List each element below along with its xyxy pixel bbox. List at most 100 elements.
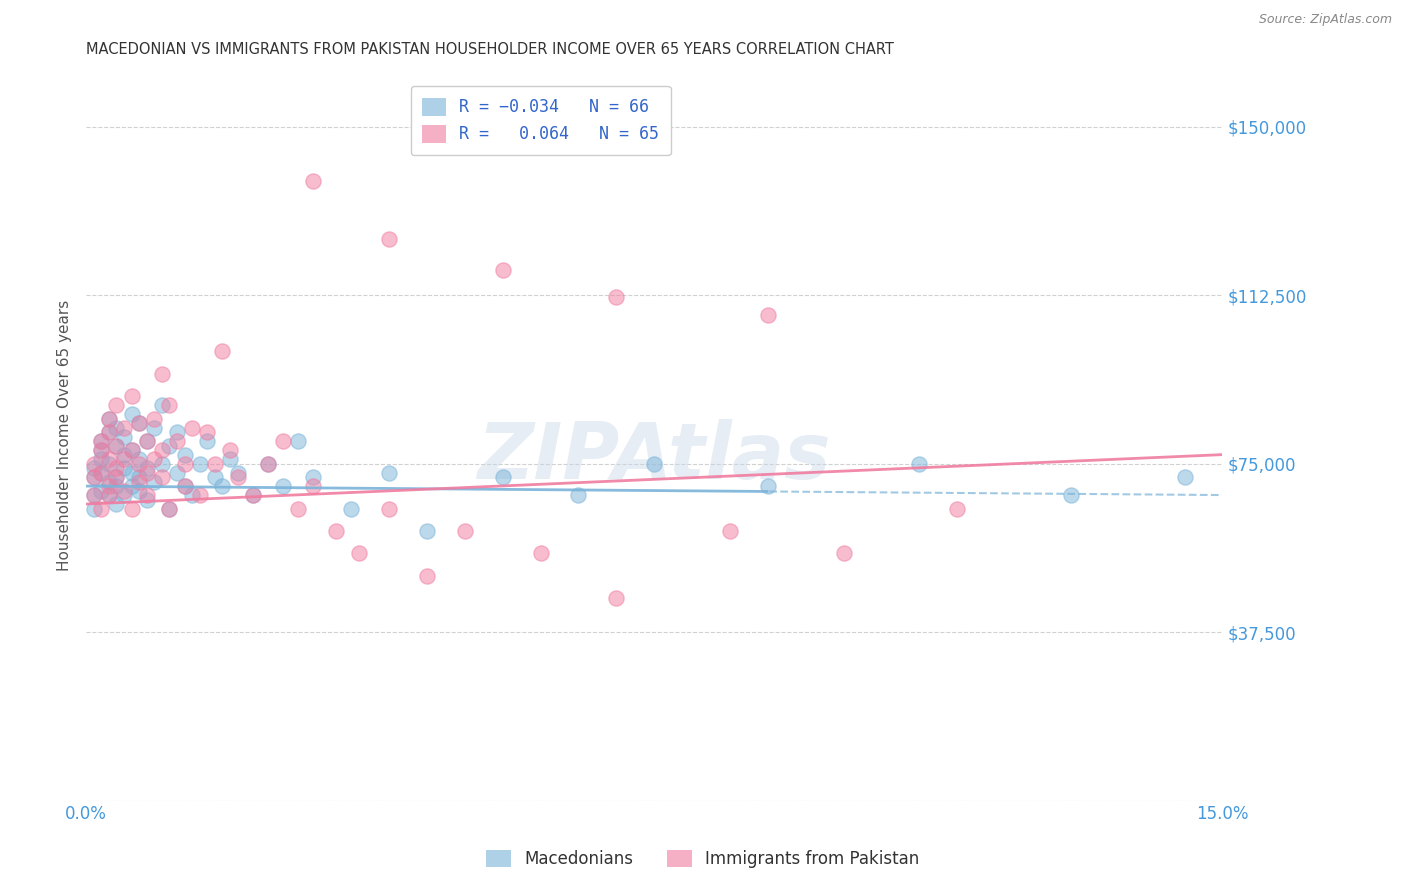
Point [1173, 470, 1195, 484]
Point [83, 457, 105, 471]
Point [416, 524, 439, 538]
Point [340, 501, 363, 516]
Text: ZIPAtlas: ZIPAtlas [478, 419, 831, 495]
Point [492, 263, 515, 277]
Legend: R = −0.034   N = 66, R =   0.064   N = 65: R = −0.034 N = 66, R = 0.064 N = 65 [411, 86, 671, 155]
Point [378, 501, 401, 516]
Point [97, 425, 120, 439]
Point [135, 466, 157, 480]
Point [112, 430, 135, 444]
Point [195, 425, 218, 439]
Point [181, 488, 204, 502]
Point [90, 434, 112, 449]
Point [173, 448, 195, 462]
Point [97, 457, 120, 471]
Point [347, 546, 370, 560]
Point [173, 457, 195, 471]
Point [173, 479, 195, 493]
Y-axis label: Householder Income Over 65 years: Householder Income Over 65 years [58, 300, 72, 571]
Point [97, 411, 120, 425]
Point [756, 479, 779, 493]
Point [121, 389, 143, 403]
Point [211, 344, 233, 359]
Point [135, 461, 157, 475]
Point [121, 501, 143, 516]
Point [946, 501, 969, 516]
Point [121, 479, 143, 493]
Point [105, 470, 128, 484]
Point [492, 470, 515, 484]
Point [302, 479, 325, 493]
Point [242, 488, 264, 502]
Point [128, 452, 150, 467]
Point [121, 443, 143, 458]
Point [90, 466, 112, 480]
Point [195, 434, 218, 449]
Point [166, 434, 188, 449]
Point [219, 452, 242, 467]
Point [204, 470, 226, 484]
Point [242, 488, 264, 502]
Point [135, 434, 157, 449]
Point [83, 470, 105, 484]
Point [150, 470, 173, 484]
Point [105, 497, 128, 511]
Point [112, 461, 135, 475]
Point [112, 483, 135, 498]
Point [302, 470, 325, 484]
Point [143, 452, 166, 467]
Point [567, 488, 589, 502]
Point [211, 479, 233, 493]
Point [605, 290, 627, 304]
Point [257, 457, 280, 471]
Point [173, 479, 195, 493]
Point [287, 501, 309, 516]
Point [90, 452, 112, 467]
Point [302, 173, 325, 187]
Point [226, 466, 249, 480]
Point [90, 434, 112, 449]
Point [128, 483, 150, 498]
Point [112, 452, 135, 467]
Point [90, 466, 112, 480]
Point [83, 501, 105, 516]
Point [1060, 488, 1083, 502]
Point [908, 457, 931, 471]
Point [378, 466, 401, 480]
Point [97, 488, 120, 502]
Point [219, 443, 242, 458]
Point [166, 466, 188, 480]
Point [166, 425, 188, 439]
Point [97, 479, 120, 493]
Point [105, 420, 128, 434]
Point [128, 416, 150, 430]
Legend: Macedonians, Immigrants from Pakistan: Macedonians, Immigrants from Pakistan [479, 843, 927, 875]
Point [271, 434, 294, 449]
Point [97, 488, 120, 502]
Point [150, 443, 173, 458]
Point [97, 475, 120, 489]
Point [188, 457, 211, 471]
Point [128, 457, 150, 471]
Point [204, 457, 226, 471]
Point [605, 591, 627, 606]
Point [135, 434, 157, 449]
Point [135, 492, 157, 507]
Point [643, 457, 665, 471]
Point [128, 475, 150, 489]
Point [90, 443, 112, 458]
Point [128, 416, 150, 430]
Point [97, 452, 120, 467]
Point [287, 434, 309, 449]
Point [105, 439, 128, 453]
Point [83, 488, 105, 502]
Point [97, 411, 120, 425]
Point [105, 479, 128, 493]
Point [128, 470, 150, 484]
Point [90, 443, 112, 458]
Point [378, 232, 401, 246]
Point [150, 457, 173, 471]
Point [226, 470, 249, 484]
Point [718, 524, 741, 538]
Point [143, 411, 166, 425]
